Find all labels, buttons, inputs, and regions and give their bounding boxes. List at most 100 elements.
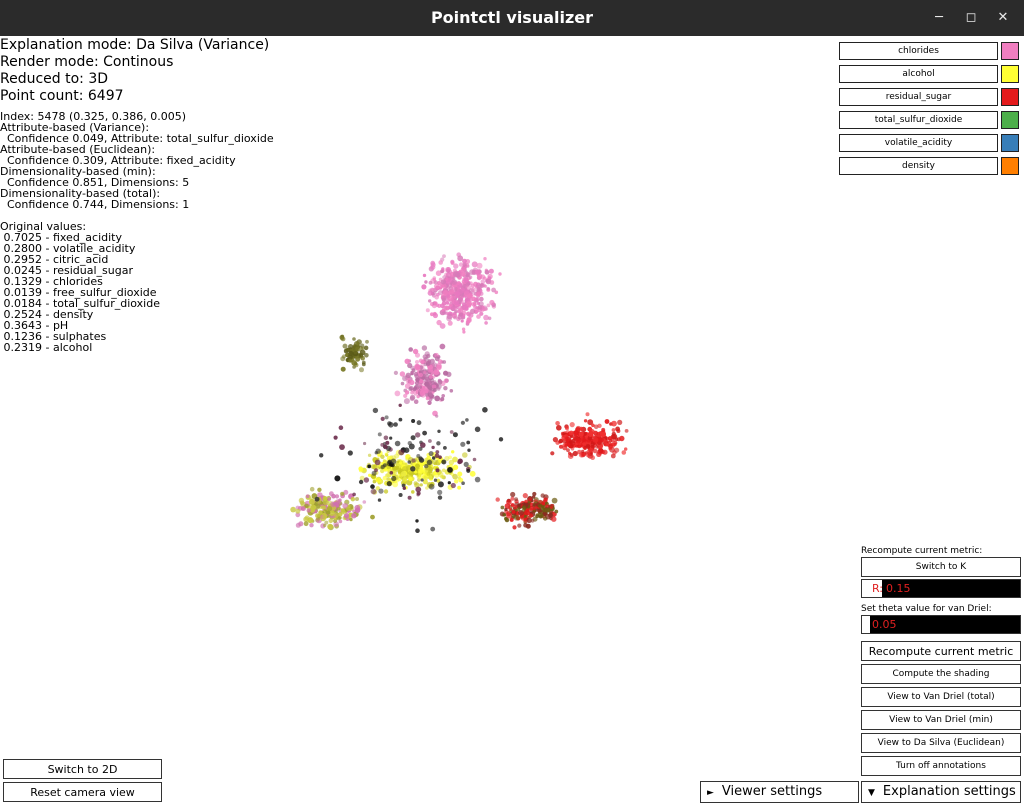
data-point	[583, 419, 588, 423]
data-point	[418, 385, 423, 389]
data-point	[436, 478, 441, 483]
data-point	[419, 390, 426, 396]
data-point	[533, 503, 537, 507]
legend-item-residual-sugar[interactable]: residual_sugar	[839, 88, 1021, 106]
data-point	[441, 295, 447, 301]
data-point	[416, 420, 422, 426]
data-point	[372, 407, 379, 414]
data-point	[500, 505, 505, 510]
data-point	[590, 455, 595, 460]
data-point	[565, 426, 569, 431]
switch-to-k-button[interactable]: Switch to K	[861, 557, 1021, 577]
data-point	[386, 481, 392, 487]
original-value-line: 0.0245 - residual_sugar	[0, 264, 133, 277]
data-point	[454, 287, 458, 291]
data-point	[413, 391, 419, 396]
data-point	[336, 504, 340, 508]
data-point	[330, 501, 336, 508]
data-point	[430, 262, 436, 268]
data-point	[365, 339, 369, 344]
data-point	[430, 526, 436, 532]
data-point	[588, 431, 593, 436]
data-point	[479, 311, 484, 316]
view-van-driel-min-button[interactable]: View to Van Driel (min)	[861, 710, 1021, 730]
data-point	[422, 430, 427, 436]
compute-shading-button[interactable]: Compute the shading	[861, 664, 1021, 684]
data-point	[451, 450, 455, 454]
turn-off-annotations-button[interactable]: Turn off annotations	[861, 756, 1021, 776]
data-point	[593, 424, 599, 430]
reset-camera-button[interactable]: Reset camera view	[3, 782, 162, 802]
switch-to-2d-button[interactable]: Switch to 2D	[3, 759, 162, 779]
data-point	[502, 513, 507, 517]
data-point	[415, 432, 421, 438]
data-point	[432, 277, 436, 282]
data-point	[415, 365, 421, 371]
data-point	[403, 393, 408, 398]
triangle-right-icon: ►	[707, 788, 714, 798]
recompute-metric-button[interactable]: Recompute current metric	[861, 641, 1021, 661]
legend-item-alcohol[interactable]: alcohol	[839, 65, 1021, 83]
data-point	[600, 431, 606, 438]
legend-label: density	[839, 157, 998, 175]
maximize-icon[interactable]: ◻	[965, 10, 977, 25]
data-point	[415, 486, 422, 493]
data-point	[611, 431, 616, 436]
data-point	[380, 416, 385, 421]
data-point	[484, 269, 490, 275]
minimize-icon[interactable]: ─	[935, 10, 943, 25]
data-point	[517, 523, 522, 528]
viewer-settings-label: Viewer settings	[721, 784, 823, 799]
title-bar: Pointctl visualizer ─ ◻ ✕	[0, 0, 1024, 36]
data-point	[435, 292, 440, 297]
data-point	[454, 310, 458, 314]
data-point	[485, 278, 492, 285]
point-cloud-view[interactable]	[210, 210, 680, 590]
data-point	[387, 473, 392, 478]
data-point	[433, 470, 438, 476]
data-point	[402, 375, 408, 382]
data-point	[427, 367, 434, 373]
data-point	[298, 521, 304, 527]
data-point	[358, 352, 364, 357]
data-point	[464, 289, 470, 295]
original-value-line: 0.1236 - sulphates	[0, 330, 107, 343]
view-van-driel-total-button[interactable]: View to Van Driel (total)	[861, 687, 1021, 707]
legend-item-total-sulfur-dioxide[interactable]: total_sulfur_dioxide	[839, 111, 1021, 129]
legend-item-density[interactable]: density	[839, 157, 1021, 175]
explanation-settings-tab[interactable]: ▼ Explanation settings	[861, 781, 1021, 803]
data-point	[375, 477, 382, 484]
viewer-settings-tab[interactable]: ► Viewer settings	[700, 781, 859, 803]
data-point	[326, 510, 331, 515]
data-point	[433, 369, 440, 376]
data-point	[334, 494, 340, 499]
data-point	[437, 378, 442, 383]
data-point	[573, 430, 579, 436]
data-point	[498, 272, 502, 276]
data-point	[457, 286, 461, 290]
data-point	[442, 275, 447, 280]
data-point	[290, 506, 296, 513]
data-point	[407, 495, 412, 500]
r-value-input[interactable]: R: 0.15	[861, 579, 1021, 598]
data-point	[428, 374, 433, 379]
data-point	[595, 445, 599, 449]
data-point	[542, 507, 548, 513]
data-point	[416, 454, 421, 458]
legend-item-volatile-acidity[interactable]: volatile_acidity	[839, 134, 1021, 152]
data-point	[340, 508, 345, 513]
data-point	[475, 306, 479, 310]
view-da-silva-euclidean-button[interactable]: View to Da Silva (Euclidean)	[861, 733, 1021, 753]
theta-input[interactable]: 0.05	[861, 615, 1021, 634]
data-point	[592, 448, 598, 454]
explanation-settings-label: Explanation settings	[882, 784, 1016, 799]
data-point	[342, 343, 348, 349]
data-point	[621, 450, 627, 455]
data-point	[431, 362, 438, 369]
data-point	[367, 453, 372, 457]
legend-swatch	[1001, 65, 1019, 83]
legend-item-chlorides[interactable]: chlorides	[839, 42, 1021, 60]
close-icon[interactable]: ✕	[997, 10, 1009, 25]
original-value-line: 0.0139 - free_sulfur_dioxide	[0, 286, 157, 299]
data-point	[429, 377, 435, 383]
